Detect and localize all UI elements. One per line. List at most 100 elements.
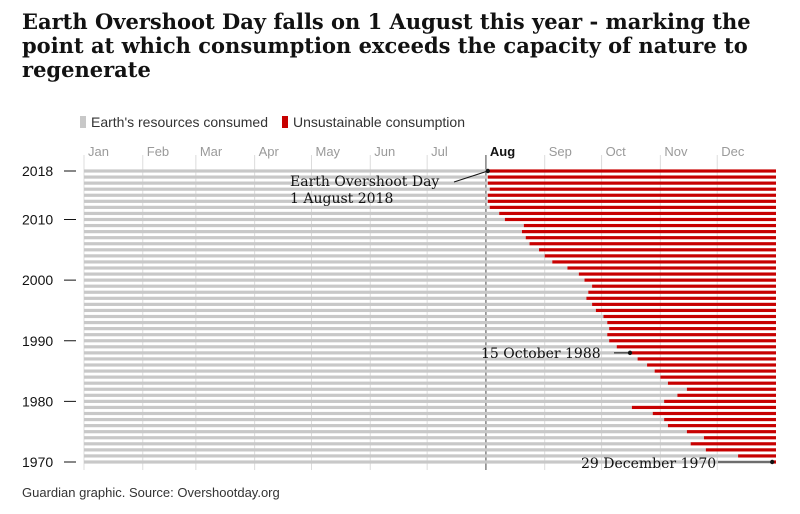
bar-consumed-1994 — [84, 314, 604, 319]
bar-consumed-1995 — [84, 308, 596, 313]
bar-unsustainable-1983 — [667, 381, 776, 385]
bar-consumed-2006 — [84, 242, 530, 246]
bar-unsustainable-1984 — [660, 375, 776, 379]
month-label-feb: Feb — [147, 144, 169, 159]
bar-unsustainable-1986 — [647, 363, 776, 367]
legend-label-unsustainable: Unsustainable consumption — [292, 114, 465, 130]
bar-consumed-1997 — [84, 296, 587, 300]
annotation-text-1970: 29 December 1970 — [581, 456, 716, 472]
month-label-jun: Jun — [374, 144, 395, 159]
bar-unsustainable-1981 — [677, 393, 776, 397]
bar-consumed-2016 — [84, 181, 488, 185]
bar-consumed-1993 — [84, 320, 608, 325]
bar-consumed-1974 — [84, 436, 704, 440]
month-label-dec: Dec — [721, 144, 745, 159]
bar-consumed-2018 — [84, 169, 488, 173]
bar-unsustainable-1974 — [703, 436, 776, 440]
month-label-nov: Nov — [664, 144, 688, 159]
bar-unsustainable-1971 — [738, 454, 776, 458]
bar-consumed-2005 — [84, 248, 540, 252]
bar-unsustainable-2015 — [489, 187, 776, 191]
year-label-1970: 1970 — [22, 454, 53, 470]
annotation-text-2018-line1: Earth Overshoot Day — [290, 174, 439, 190]
bar-consumed-1978 — [84, 411, 653, 416]
bar-consumed-1979 — [84, 405, 632, 410]
legend-item-consumed: Earth's resources consumed — [80, 114, 268, 130]
bar-unsustainable-2007 — [525, 236, 776, 240]
bar-consumed-2012 — [84, 205, 490, 209]
bar-consumed-1987 — [84, 357, 638, 361]
bar-unsustainable-1998 — [588, 290, 776, 294]
annotation-leader-2018 — [453, 170, 488, 183]
month-label-sep: Sep — [549, 144, 572, 159]
bar-unsustainable-2018 — [487, 169, 776, 173]
bar-unsustainable-1979 — [631, 405, 776, 410]
bar-consumed-2015 — [84, 187, 490, 191]
bar-unsustainable-1976 — [667, 424, 776, 428]
bar-unsustainable-1985 — [654, 369, 776, 373]
legend-label-consumed: Earth's resources consumed — [91, 114, 268, 130]
bar-unsustainable-1975 — [686, 430, 776, 434]
bar-unsustainable-2010 — [504, 217, 776, 222]
bar-unsustainable-1980 — [664, 399, 776, 403]
month-label-apr: Apr — [259, 144, 280, 159]
bar-consumed-1996 — [84, 302, 593, 306]
bar-consumed-1980 — [84, 399, 665, 403]
bar-consumed-2001 — [84, 272, 579, 276]
bar-consumed-1970 — [84, 460, 773, 464]
month-label-jul: Jul — [431, 144, 448, 159]
bar-unsustainable-1995 — [595, 308, 776, 313]
annotation-text-2018-line2: 1 August 2018 — [290, 191, 393, 207]
bar-consumed-1971 — [84, 454, 739, 458]
bar-consumed-1986 — [84, 363, 648, 367]
month-label-oct: Oct — [606, 144, 627, 159]
bar-unsustainable-1991 — [607, 333, 776, 337]
bar-unsustainable-2012 — [489, 205, 776, 209]
bar-unsustainable-1978 — [652, 411, 776, 416]
bar-unsustainable-2017 — [487, 175, 776, 179]
legend-swatch-unsustainable — [281, 116, 288, 128]
bar-unsustainable-1989 — [616, 345, 776, 349]
bar-layer — [84, 169, 776, 464]
bar-consumed-2014 — [84, 193, 488, 197]
chart-title: Earth Overshoot Day falls on 1 August th… — [22, 9, 751, 82]
year-label-1990: 1990 — [22, 333, 53, 349]
bar-consumed-2017 — [84, 175, 488, 179]
bar-consumed-2000 — [84, 278, 585, 282]
bar-consumed-1982 — [84, 387, 687, 391]
legend-item-unsustainable: Unsustainable consumption — [281, 114, 465, 130]
bar-consumed-2011 — [84, 211, 500, 216]
bar-consumed-1972 — [84, 448, 706, 452]
bar-consumed-1984 — [84, 375, 661, 379]
bar-unsustainable-2016 — [487, 181, 776, 185]
bar-unsustainable-2014 — [487, 193, 776, 197]
bar-consumed-1973 — [84, 442, 691, 446]
bar-consumed-1989 — [84, 345, 617, 349]
bar-unsustainable-2013 — [487, 199, 776, 203]
year-label-2000: 2000 — [22, 272, 53, 288]
month-label-aug: Aug — [490, 144, 515, 159]
annotation-text-1988: 15 October 1988 — [481, 346, 601, 362]
year-label-1980: 1980 — [22, 393, 53, 409]
bar-consumed-2010 — [84, 217, 505, 222]
bar-unsustainable-2006 — [529, 242, 776, 246]
bar-unsustainable-2002 — [567, 266, 776, 270]
bar-unsustainable-2000 — [584, 278, 776, 282]
bar-consumed-1998 — [84, 290, 589, 294]
bar-consumed-1992 — [84, 327, 610, 331]
bar-consumed-1977 — [84, 417, 665, 422]
bar-unsustainable-1992 — [609, 327, 776, 331]
bar-unsustainable-1982 — [686, 387, 776, 391]
bar-consumed-2008 — [84, 230, 522, 234]
bar-unsustainable-1997 — [586, 296, 776, 300]
bar-unsustainable-2009 — [523, 223, 776, 228]
bar-consumed-2013 — [84, 199, 488, 203]
legend: Earth's resources consumed Unsustainable… — [80, 113, 479, 131]
bar-unsustainable-2011 — [499, 211, 776, 216]
bar-unsustainable-2004 — [544, 254, 776, 258]
bar-consumed-2007 — [84, 236, 526, 240]
bar-unsustainable-1988 — [630, 351, 776, 355]
bar-unsustainable-1972 — [705, 448, 776, 452]
